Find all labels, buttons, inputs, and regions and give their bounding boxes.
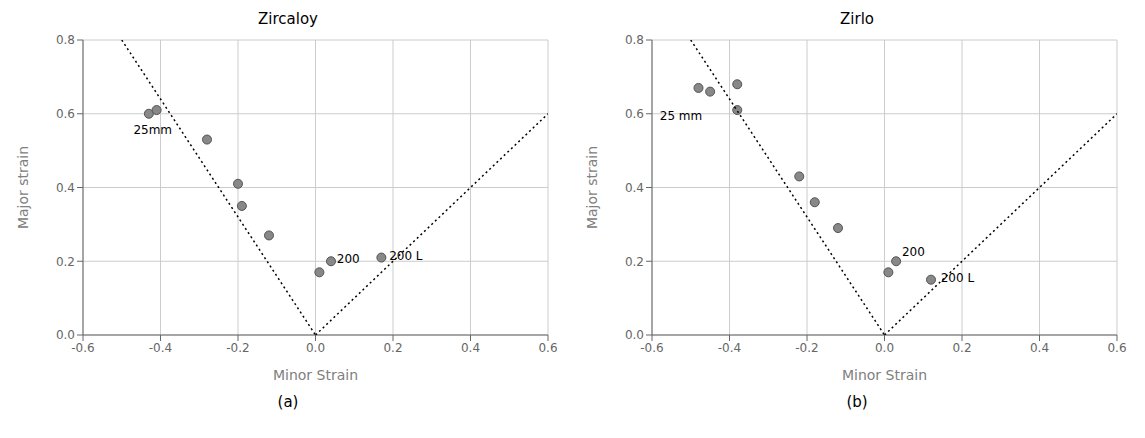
svg-text:-0.4: -0.4 bbox=[149, 341, 172, 355]
svg-text:200 L: 200 L bbox=[389, 249, 423, 263]
svg-text:0.2: 0.2 bbox=[56, 255, 75, 269]
svg-text:0.4: 0.4 bbox=[625, 181, 644, 195]
svg-text:-0.2: -0.2 bbox=[795, 341, 818, 355]
html-text:(b): (b) bbox=[846, 393, 868, 411]
svg-text:0.6: 0.6 bbox=[538, 341, 557, 355]
svg-text:0.6: 0.6 bbox=[56, 107, 75, 121]
svg-text:Minor Strain: Minor Strain bbox=[842, 367, 927, 383]
svg-text:200: 200 bbox=[337, 252, 360, 266]
svg-text:0.6: 0.6 bbox=[625, 107, 644, 121]
svg-text:0.2: 0.2 bbox=[952, 341, 971, 355]
svg-text:0.6: 0.6 bbox=[1107, 341, 1126, 355]
svg-text:0.2: 0.2 bbox=[383, 341, 402, 355]
svg-text:Minor Strain: Minor Strain bbox=[273, 367, 358, 383]
html-text:(a): (a) bbox=[277, 393, 299, 411]
html-text:Zirlo: Zirlo bbox=[840, 10, 874, 28]
svg-text:25mm: 25mm bbox=[133, 123, 172, 137]
svg-text:-0.6: -0.6 bbox=[71, 341, 94, 355]
svg-text:-0.4: -0.4 bbox=[718, 341, 741, 355]
svg-text:Major strain: Major strain bbox=[584, 146, 600, 229]
html-text:Zircaloy: Zircaloy bbox=[258, 10, 318, 28]
svg-text:0.0: 0.0 bbox=[625, 328, 644, 342]
svg-text:Major strain: Major strain bbox=[15, 146, 31, 229]
svg-text:200 L: 200 L bbox=[941, 271, 975, 285]
svg-text:0.0: 0.0 bbox=[306, 341, 325, 355]
svg-text:0.4: 0.4 bbox=[56, 181, 75, 195]
svg-text:0.0: 0.0 bbox=[56, 328, 75, 342]
svg-text:-0.6: -0.6 bbox=[640, 341, 663, 355]
svg-text:0.4: 0.4 bbox=[461, 341, 480, 355]
svg-text:200: 200 bbox=[902, 245, 925, 259]
svg-text:0.4: 0.4 bbox=[1030, 341, 1049, 355]
svg-text:25 mm: 25 mm bbox=[660, 109, 702, 123]
svg-text:0.8: 0.8 bbox=[625, 33, 644, 47]
svg-text:-0.2: -0.2 bbox=[226, 341, 249, 355]
svg-text:0.0: 0.0 bbox=[875, 341, 894, 355]
svg-text:0.8: 0.8 bbox=[56, 33, 75, 47]
svg-text:0.2: 0.2 bbox=[625, 255, 644, 269]
